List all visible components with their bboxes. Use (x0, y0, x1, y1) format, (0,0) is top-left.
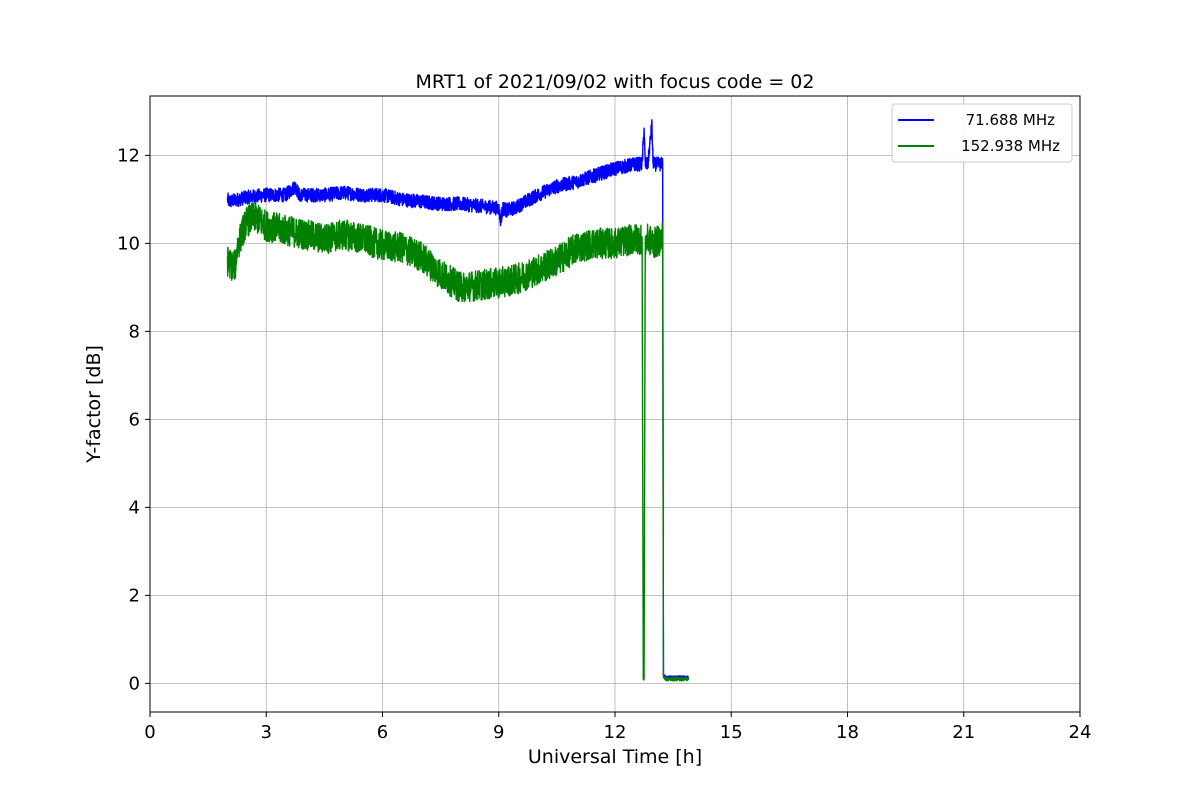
legend-label-71-688: 71.688 MHz (966, 111, 1055, 129)
series-line-152-938-mhz (226, 201, 690, 682)
legend: 71.688 MHz 152.938 MHz (891, 103, 1073, 163)
x-axis-label: Universal Time [h] (528, 746, 702, 768)
x-tick-label: 21 (952, 722, 975, 743)
x-tick-label: 0 (144, 722, 155, 743)
x-tick-label: 3 (261, 722, 272, 743)
x-tick-label: 12 (604, 722, 627, 743)
y-tick-label: 10 (117, 233, 140, 254)
x-tick-label: 15 (720, 722, 743, 743)
y-tick-label: 2 (129, 585, 140, 606)
y-tick-label: 8 (129, 321, 140, 342)
chart-title: MRT1 of 2021/09/02 with focus code = 02 (416, 71, 815, 93)
legend-box (891, 103, 1073, 163)
series-line-71-688-mhz (226, 119, 690, 679)
series-layer (226, 119, 690, 682)
y-tick-label: 0 (129, 673, 140, 694)
x-tick-label: 9 (493, 722, 504, 743)
y-tick-label: 12 (117, 145, 140, 166)
y-tick-label: 6 (129, 409, 140, 430)
y-axis-label: Y-factor [dB] (83, 345, 105, 464)
y-tick-label: 4 (129, 497, 140, 518)
x-tick-label: 6 (377, 722, 388, 743)
x-tick-label: 18 (836, 722, 859, 743)
x-tick-label: 24 (1069, 722, 1092, 743)
legend-label-152-938: 152.938 MHz (961, 137, 1060, 155)
